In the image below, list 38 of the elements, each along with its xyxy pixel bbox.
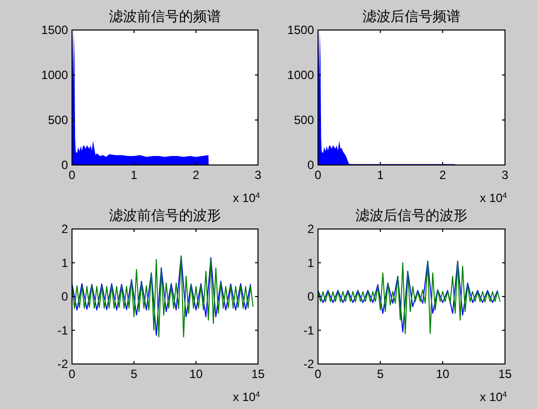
x-tick-label: 10 [436,367,450,381]
x-tick-label: 3 [502,168,509,182]
y-tick-label: 1000 [41,68,68,82]
x-tick-label: 3 [254,168,262,182]
y-tick-label: 1500 [287,23,314,37]
chart-title: 滤波后信号频谱 [362,8,460,24]
y-tick-label: 0 [307,290,314,304]
y-tick-label: 0 [61,158,68,172]
y-tick-label: 1500 [41,23,68,37]
y-tick-label: 500 [48,113,68,127]
y-tick-label: -1 [303,323,314,338]
x-tick-label: 1 [130,168,138,182]
x-tick-label: 10 [189,367,203,381]
y-tick-label: 500 [294,113,314,127]
chart-title: 滤波前信号的频谱 [109,8,221,24]
x-tick-label: 15 [251,367,265,381]
x-tick-label: 5 [130,367,138,381]
y-tick-label: -1 [57,323,68,338]
text: x 10$^{4}$ [232,190,261,205]
y-tick-label: 2 [307,222,314,236]
x-tick-label: 15 [498,367,512,381]
x-tick-label: 2 [439,168,446,182]
y-tick-label: 0 [61,290,68,304]
chart-title: 滤波前信号的波形 [109,207,221,223]
y-tick-label: 2 [61,222,68,236]
chart-title: 滤波后信号的波形 [356,207,468,223]
y-tick-label: 1 [307,256,314,270]
x-tick-label: 5 [376,367,384,381]
y-tick-label: 0 [307,158,314,172]
text: x 10$^{4}$ [232,390,261,404]
text: x 10$^{4}$ [480,190,508,205]
y-tick-label: -2 [303,357,314,371]
x-tick-label: 1 [376,168,384,182]
y-tick-label: -2 [57,357,68,371]
y-tick-label: 1 [61,256,68,270]
y-tick-label: 1000 [287,68,314,82]
text: x 10$^{4}$ [480,390,508,404]
x-tick-label: 2 [192,168,200,182]
